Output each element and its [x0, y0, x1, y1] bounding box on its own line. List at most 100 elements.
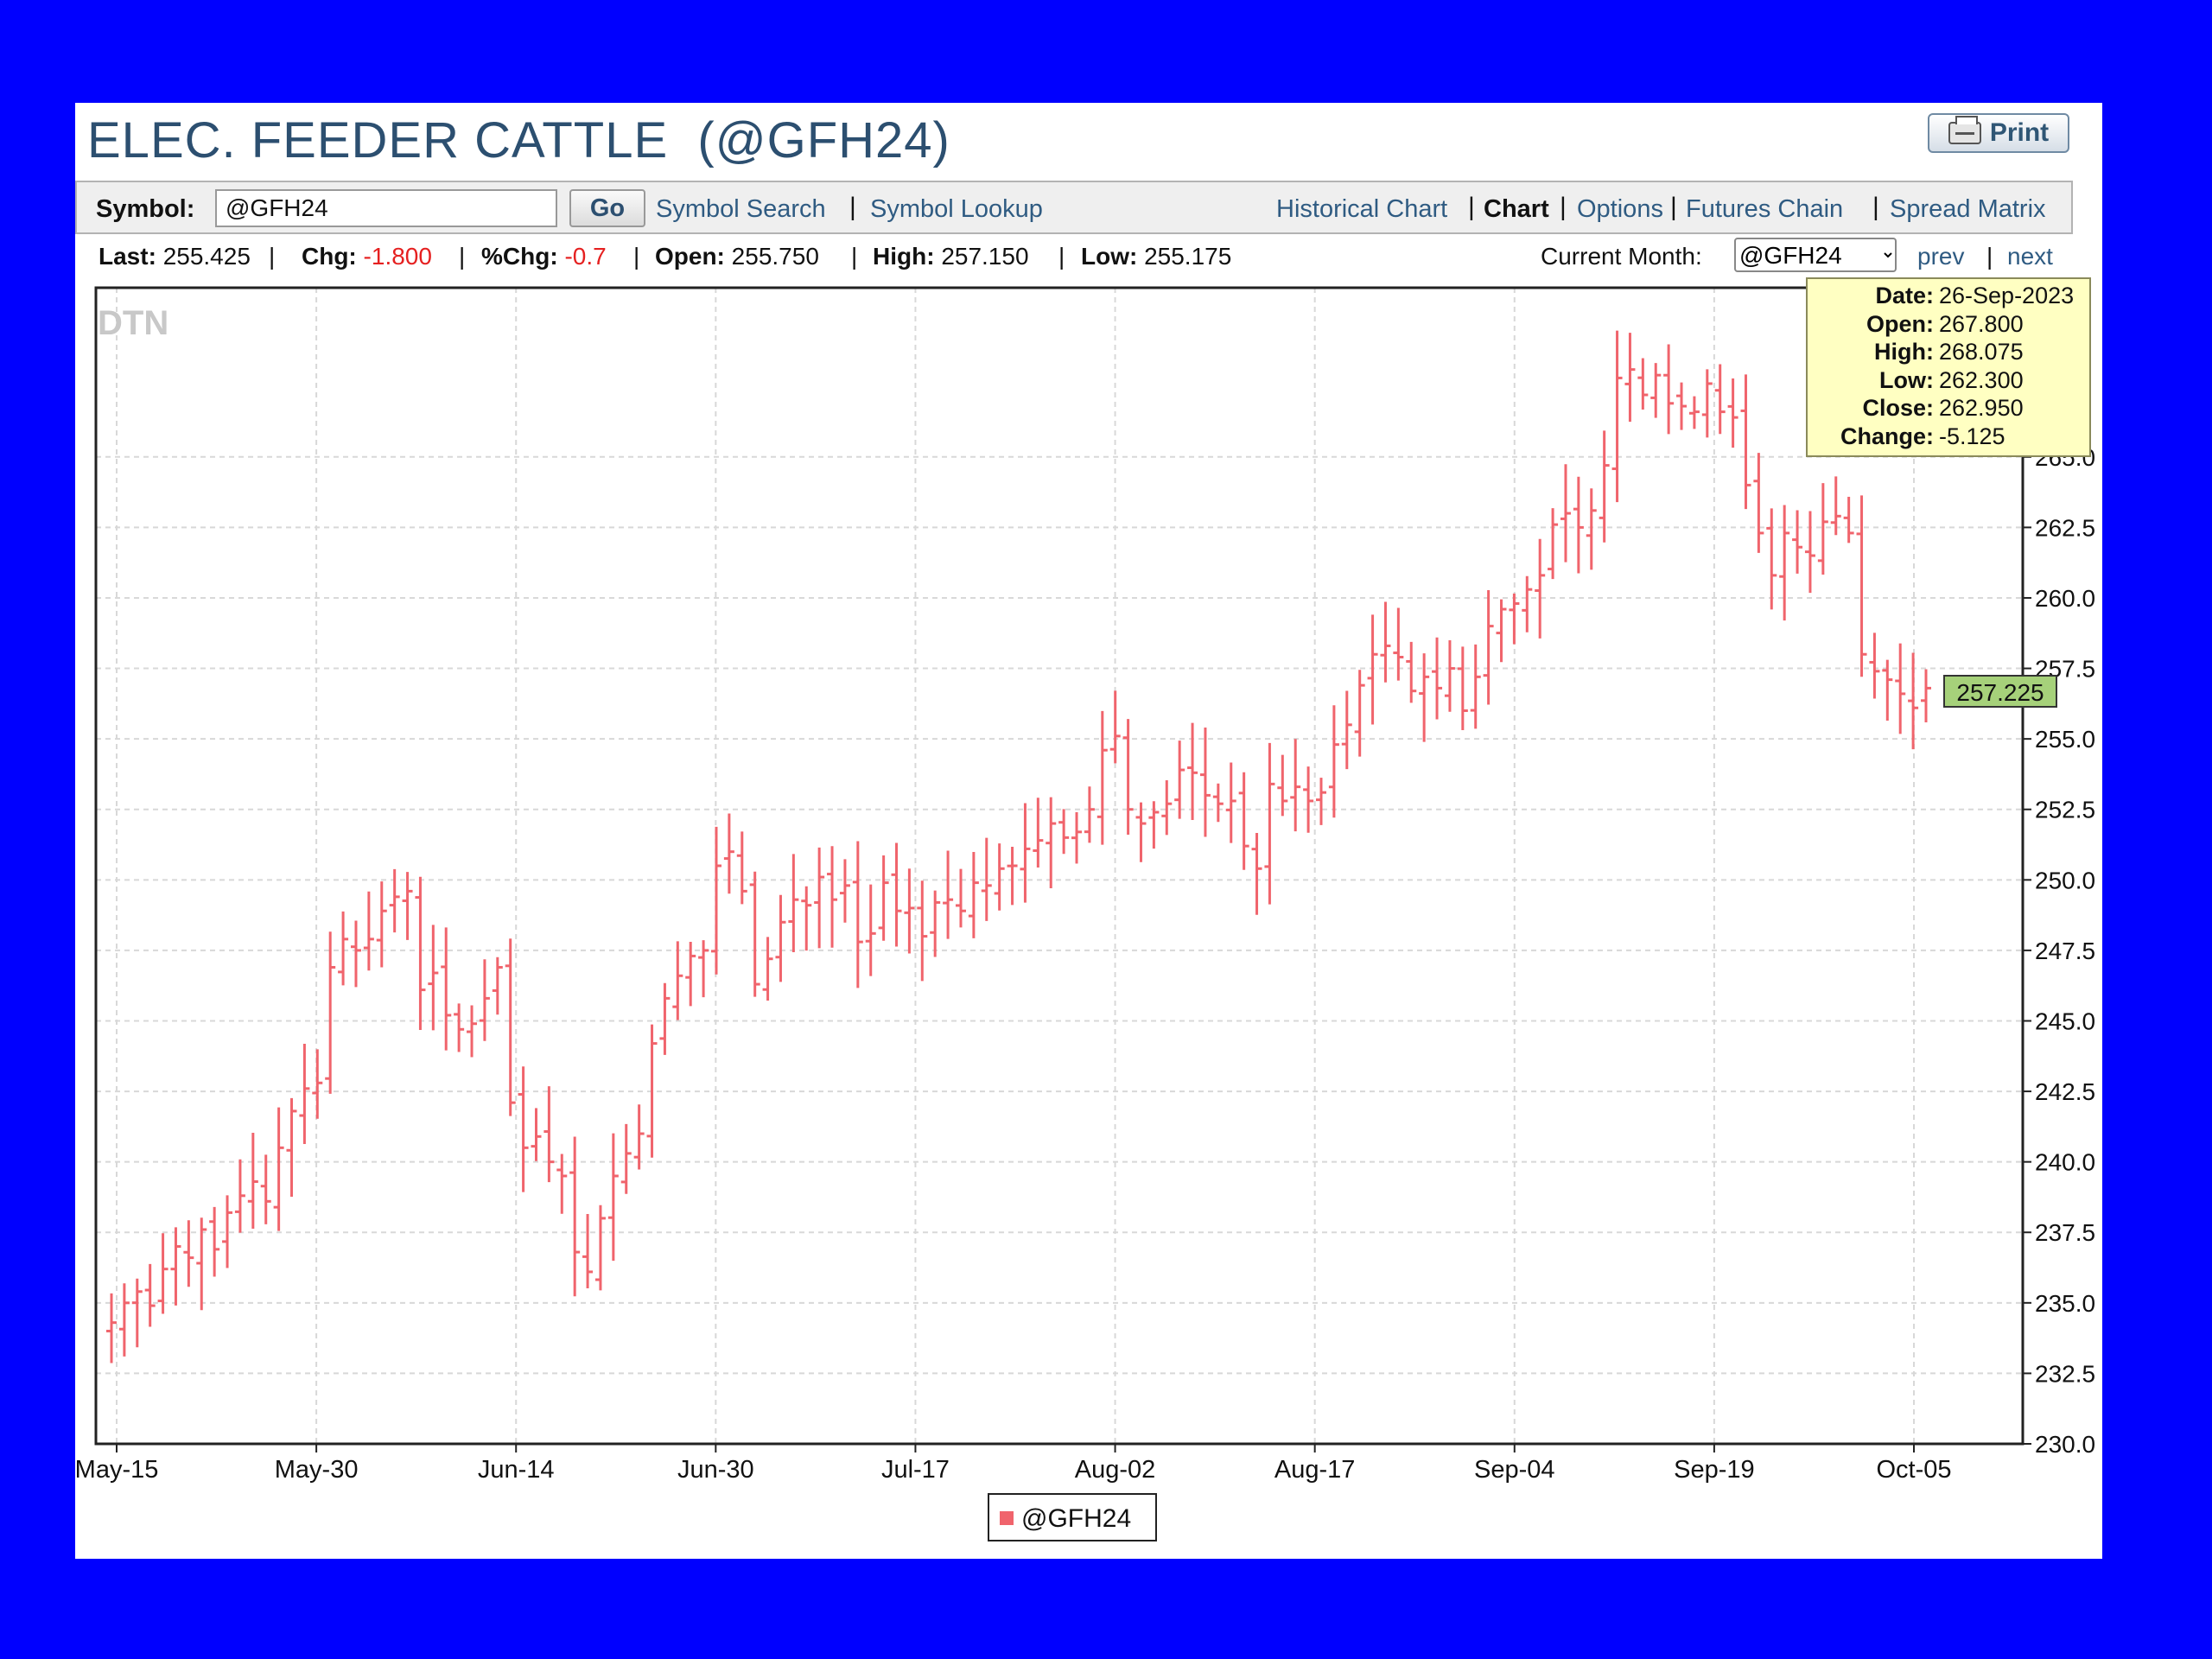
ohlc-bar [1277, 754, 1288, 817]
ohlc-bar [1753, 453, 1764, 553]
prev-link[interactable]: prev [1917, 243, 1965, 270]
symbol-lookup-link[interactable]: Symbol Lookup [870, 195, 1043, 223]
ohlc-bar [1908, 652, 1919, 750]
ohlc-bar [788, 854, 799, 953]
symbol-search-link[interactable]: Symbol Search [656, 195, 826, 223]
quote-bar: Last: 255.425 | Chg: -1.800 | %Chg: -0.7… [75, 238, 2073, 277]
y-tick-label: 255.0 [2035, 726, 2095, 753]
ohlc-bar [1611, 330, 1623, 503]
tooltip-row: Date: 26-Sep-2023 [1875, 283, 2075, 308]
ohlc-bar [865, 884, 876, 976]
x-tick-label: May-15 [75, 1456, 158, 1484]
x-tick-label: Jun-30 [677, 1456, 754, 1484]
ohlc-bar [247, 1133, 258, 1230]
ohlc-bar [1882, 659, 1893, 721]
ohlc-bar [1509, 593, 1520, 645]
ohlc-bar [1895, 643, 1906, 734]
x-tick-label: Jun-14 [478, 1456, 555, 1484]
ohlc-bar [1020, 803, 1031, 903]
tooltip-row: Change: -5.125 [1840, 423, 2005, 449]
quote-separator: | [1058, 243, 1065, 270]
y-tick-label: 237.5 [2035, 1219, 2095, 1246]
ohlc-bar [1843, 496, 1854, 543]
ohlc-bar [1586, 488, 1597, 570]
tooltip-row: Low: 262.300 [1879, 366, 2024, 393]
ohlc-bar [479, 959, 490, 1041]
x-tick-label: Oct-05 [1876, 1456, 1951, 1484]
ohlc-bar [1663, 344, 1675, 435]
historical-chart-link[interactable]: Historical Chart [1276, 195, 1448, 223]
symbol-label: Symbol: [96, 195, 195, 223]
ohlc-bar [1701, 369, 1713, 438]
y-tick-label: 250.0 [2035, 867, 2095, 893]
ohlc-bar [839, 859, 850, 923]
ohlc-bar [775, 894, 786, 982]
ohlc-bar [1212, 783, 1224, 823]
ohlc-bar [1071, 811, 1083, 864]
quote-open: Open: 255.750 [655, 243, 819, 270]
options-link[interactable]: Options [1577, 195, 1663, 223]
y-tick-label: 260.0 [2035, 585, 2095, 612]
ohlc-bar [685, 942, 696, 1007]
legend: @GFH24 [988, 1493, 1157, 1541]
next-link[interactable]: next [2007, 243, 2053, 270]
ohlc-bar [955, 868, 966, 928]
ohlc-bar [1714, 364, 1726, 435]
ohlc-bar [1676, 382, 1688, 430]
ohlc-bar [1548, 508, 1559, 580]
ohlc-bar [1637, 358, 1649, 410]
ohlc-bar [428, 925, 439, 1031]
ohlc-bar [1483, 589, 1494, 705]
ohlc-bar [1869, 632, 1880, 699]
print-button[interactable]: Print [1928, 113, 2069, 153]
quote-last: Last: 255.425 [99, 243, 251, 270]
ohlc-bar [1122, 719, 1134, 835]
ohlc-bar [1290, 739, 1301, 832]
ohlc-bar [467, 1005, 478, 1058]
ohlc-bar [1470, 644, 1481, 729]
spread-matrix-link[interactable]: Spread Matrix [1890, 195, 2046, 223]
ohlc-bar [1856, 495, 1867, 677]
ohlc-bar [607, 1133, 619, 1262]
dtn-watermark: DTN [98, 304, 168, 342]
quote-separator: | [1986, 243, 1993, 270]
ohlc-bar [312, 1049, 323, 1119]
link-separator: | [1872, 193, 1879, 221]
ohlc-bar [454, 1003, 465, 1052]
ohlc-bar [646, 1024, 658, 1158]
quote-separator: | [633, 243, 640, 270]
ohlc-bar [1792, 510, 1803, 574]
ohlc-bar [1187, 722, 1198, 821]
ohlc-bar [1419, 653, 1430, 742]
ohlc-bar [209, 1206, 220, 1277]
ohlc-bar [723, 813, 734, 894]
current-month-select[interactable]: @GFH24 [1734, 238, 1897, 272]
link-separator: | [849, 193, 856, 221]
ohlc-bar [1367, 614, 1378, 725]
ohlc-bar [968, 852, 979, 938]
y-tick-label: 247.5 [2035, 938, 2095, 964]
futures-chain-link[interactable]: Futures Chain [1686, 195, 1844, 223]
y-tick-label: 262.5 [2035, 514, 2095, 541]
last-price-label: 257.225 [1956, 679, 2044, 706]
ohlc-bar [1817, 483, 1828, 575]
ohlc-bar [415, 876, 426, 1031]
ohlc-bar [363, 891, 374, 971]
quote-separator: | [459, 243, 466, 270]
y-tick-label: 252.5 [2035, 797, 2095, 823]
ohlc-bar [196, 1217, 207, 1311]
ohlc-bar [118, 1283, 130, 1357]
ohlc-bar [917, 880, 928, 982]
symbol-input[interactable] [215, 189, 557, 227]
ohlc-bar [814, 847, 825, 949]
page-title: ELEC. FEEDER CATTLE (@GFH24) [87, 112, 950, 168]
ohlc-bar [1328, 705, 1339, 818]
quote-change: Chg: -1.800 [302, 243, 432, 270]
tooltip-row: High: 268.075 [1874, 339, 2024, 365]
chart-link-active[interactable]: Chart [1484, 195, 1549, 223]
ohlc-bar [350, 920, 361, 988]
go-button[interactable]: Go [569, 189, 645, 227]
quote-separator: | [269, 243, 276, 270]
ohlc-bar [1096, 710, 1108, 845]
ohlc-bar [981, 837, 992, 921]
